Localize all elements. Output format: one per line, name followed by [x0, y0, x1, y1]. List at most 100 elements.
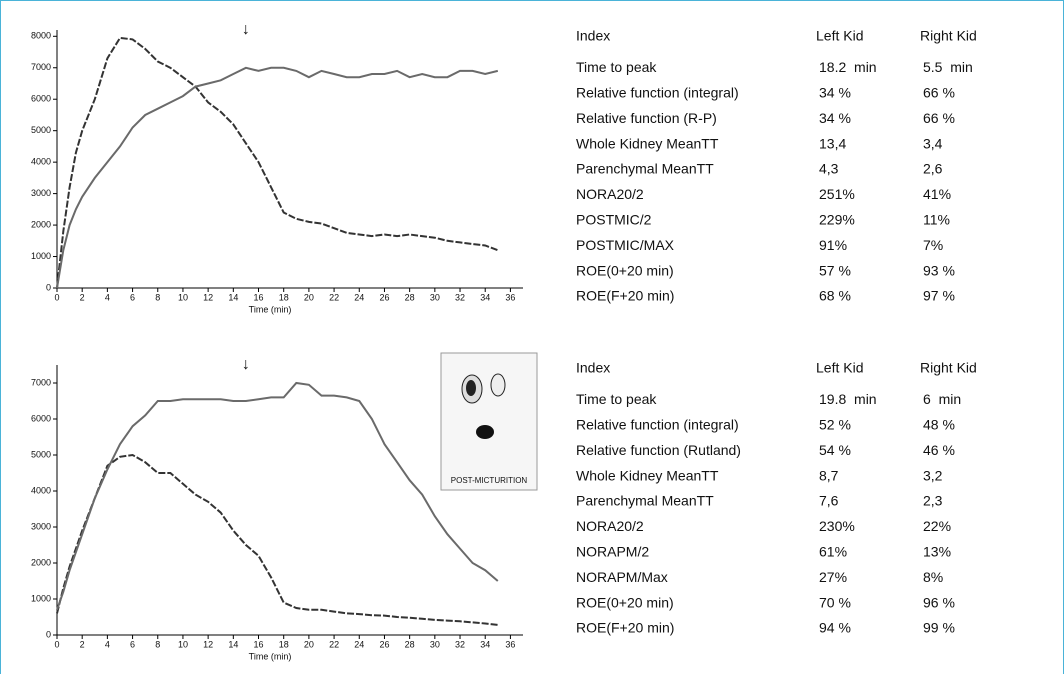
x-tick-label: 6	[130, 292, 135, 302]
table-cell: Relative function (integral)	[576, 85, 739, 101]
x-tick-label: 0	[54, 639, 59, 649]
y-tick-label: 3000	[31, 188, 51, 198]
table-cell: 229%	[819, 212, 855, 228]
x-tick-label: 32	[455, 292, 465, 302]
table-cell: 8,7	[819, 467, 839, 483]
table-cell: 34 %	[819, 85, 851, 101]
y-tick-label: 0	[46, 282, 51, 292]
x-tick-label: 4	[105, 292, 110, 302]
y-tick-label: 7000	[31, 62, 51, 72]
x-tick-label: 2	[80, 292, 85, 302]
x-tick-label: 16	[254, 639, 264, 649]
x-tick-label: 22	[329, 292, 339, 302]
table-cell: 54 %	[819, 442, 851, 458]
table-cell: 18.2 min	[819, 59, 877, 75]
table-cell: Relative function (Rutland)	[576, 442, 741, 458]
x-tick-label: 10	[178, 639, 188, 649]
y-tick-label: 0	[46, 629, 51, 639]
table-cell: 99 %	[923, 620, 955, 636]
table-cell: ROE(0+20 min)	[576, 594, 674, 610]
table-cell: 66 %	[923, 110, 955, 126]
x-tick-label: 28	[405, 639, 415, 649]
table-cell: 46 %	[923, 442, 955, 458]
x-tick-label: 6	[130, 639, 135, 649]
x-tick-label: 4	[105, 639, 110, 649]
table-cell: 4,3	[819, 161, 839, 177]
bladder	[476, 425, 494, 439]
table-cell: 41%	[923, 186, 951, 202]
table-cell: 48 %	[923, 417, 955, 433]
table-cell: Time to peak	[576, 391, 657, 407]
x-tick-label: 26	[379, 292, 389, 302]
table-cell: 57 %	[819, 262, 851, 278]
table-cell: ROE(0+20 min)	[576, 262, 674, 278]
table-cell: Time to peak	[576, 59, 657, 75]
y-tick-label: 4000	[31, 157, 51, 167]
table-cell: 5.5 min	[923, 59, 973, 75]
table-cell: 3,4	[923, 135, 943, 151]
x-tick-label: 30	[430, 639, 440, 649]
y-tick-label: 6000	[31, 413, 51, 423]
table-cell: Relative function (integral)	[576, 417, 739, 433]
table-header: Left Kid	[816, 28, 863, 44]
x-tick-label: 8	[155, 292, 160, 302]
figure: POST-MICTURITION 01000200030004000500060…	[0, 0, 1064, 674]
table-cell: Parenchymal MeanTT	[576, 493, 714, 509]
x-tick-label: 18	[279, 292, 289, 302]
table-cell: ROE(F+20 min)	[576, 620, 674, 636]
x-tick-label: 10	[178, 292, 188, 302]
table-cell: Relative function (R-P)	[576, 110, 717, 126]
x-tick-label: 16	[254, 292, 264, 302]
table-cell: 22%	[923, 518, 951, 534]
table-cell: 93 %	[923, 262, 955, 278]
table-cell: 11%	[923, 212, 950, 228]
y-tick-label: 6000	[31, 94, 51, 104]
series-line	[57, 455, 498, 625]
x-tick-label: 24	[354, 292, 364, 302]
inset-border	[441, 353, 537, 490]
x-tick-label: 8	[155, 639, 160, 649]
table-cell: NORAPM/Max	[576, 569, 668, 585]
table-cell: POSTMIC/2	[576, 212, 652, 228]
table-header: Right Kid	[920, 360, 977, 376]
x-tick-label: 12	[203, 639, 213, 649]
x-tick-label: 36	[505, 292, 515, 302]
table-cell: 61%	[819, 544, 847, 560]
y-tick-label: 5000	[31, 449, 51, 459]
x-tick-label: 14	[228, 639, 238, 649]
x-tick-label: 36	[505, 639, 515, 649]
table-cell: 2,3	[923, 493, 943, 509]
table-cell: Whole Kidney MeanTT	[576, 467, 719, 483]
table-cell: 8%	[923, 569, 943, 585]
table-cell: Whole Kidney MeanTT	[576, 135, 719, 151]
x-tick-label: 34	[480, 639, 490, 649]
table-cell: 96 %	[923, 594, 955, 610]
x-tick-label: 20	[304, 292, 314, 302]
page: POST-MICTURITION 01000200030004000500060…	[0, 0, 1064, 674]
x-tick-label: 20	[304, 639, 314, 649]
y-tick-label: 4000	[31, 485, 51, 495]
kidney-left	[466, 380, 476, 396]
x-tick-label: 24	[354, 639, 364, 649]
table-cell: 251%	[819, 186, 855, 202]
table-cell: 94 %	[819, 620, 851, 636]
table-cell: 3,2	[923, 467, 943, 483]
table-cell: 52 %	[819, 417, 851, 433]
y-tick-label: 8000	[31, 31, 51, 41]
y-tick-label: 2000	[31, 219, 51, 229]
roi-right	[491, 374, 505, 396]
inset-image: POST-MICTURITION	[441, 353, 537, 490]
table-cell: NORAPM/2	[576, 544, 649, 560]
table-cell: 13,4	[819, 135, 846, 151]
table-header: Left Kid	[816, 360, 863, 376]
x-tick-label: 14	[228, 292, 238, 302]
y-tick-label: 5000	[31, 125, 51, 135]
table-cell: 7%	[923, 237, 943, 253]
x-tick-label: 26	[379, 639, 389, 649]
table-cell: 68 %	[819, 288, 851, 304]
marker-arrow: ↓	[242, 21, 250, 38]
marker-arrow: ↓	[242, 356, 250, 373]
y-tick-label: 2000	[31, 557, 51, 567]
table-header: Index	[576, 28, 610, 44]
x-tick-label: 22	[329, 639, 339, 649]
